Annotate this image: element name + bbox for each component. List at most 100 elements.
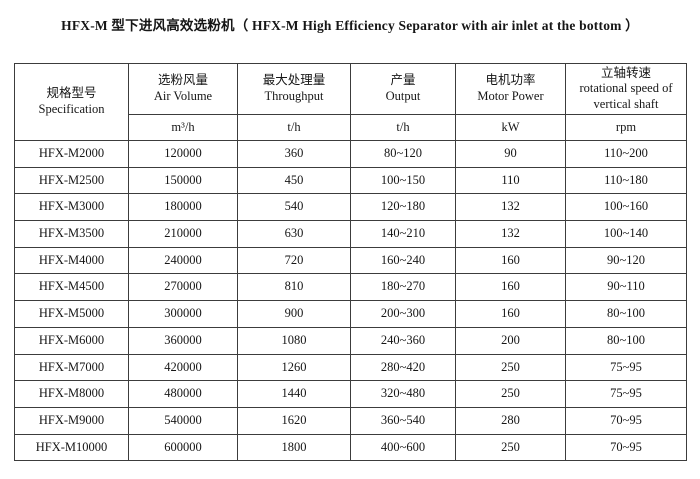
value-cell: 540: [237, 193, 351, 222]
value-cell: 120000: [128, 140, 238, 168]
specification-table: 规格型号 Specification 选粉风量 Air Volume 最大处理量…: [14, 63, 687, 462]
value-cell: 180000: [128, 193, 238, 222]
value-cell: 70~95: [565, 433, 687, 462]
value-cell: 250: [455, 433, 566, 462]
column-header-cn: 立轴转速: [600, 65, 651, 80]
model-cell: HFX-M3000: [14, 193, 129, 222]
table-row: HFX-M2500 150000 450 100~150 110 110~180: [14, 166, 687, 195]
value-cell: 250: [455, 353, 566, 382]
value-cell: 540000: [128, 406, 238, 435]
column-header-cn: 规格型号: [46, 86, 97, 101]
value-cell: 110~180: [565, 166, 687, 195]
model-cell: HFX-M7000: [14, 353, 129, 382]
column-header-cn: 电机功率: [485, 73, 536, 88]
value-cell: 280~420: [350, 353, 456, 382]
value-cell: 600000: [128, 433, 238, 462]
value-cell: 360~540: [350, 406, 456, 435]
model-cell: HFX-M10000: [14, 433, 129, 462]
value-cell: 100~150: [350, 166, 456, 195]
model-cell: HFX-M2000: [14, 140, 129, 168]
value-cell: 240~360: [350, 326, 456, 355]
column-header-en: rotational speed of vertical shaft: [579, 81, 673, 111]
value-cell: 900: [237, 300, 351, 328]
model-cell: HFX-M4500: [14, 273, 129, 302]
value-cell: 110: [455, 166, 566, 195]
column-header-rotational-speed: 立轴转速 rotational speed of vertical shaft: [565, 63, 687, 115]
value-cell: 140~210: [350, 220, 456, 248]
column-header-air-volume: 选粉风量 Air Volume: [128, 63, 238, 115]
spec-table-body: HFX-M2000 120000 360 80~120 90 110~200 HFX-M25…: [14, 140, 687, 462]
value-cell: 200: [455, 326, 566, 355]
value-cell: 1440: [237, 380, 351, 408]
table-row: HFX-M10000 600000 1800 400~600 250 70~95: [14, 433, 687, 462]
table-row: HFX-M2000 120000 360 80~120 90 110~200: [14, 140, 687, 168]
value-cell: 1260: [237, 353, 351, 382]
table-row: HFX-M4000 240000 720 160~240 160 90~120: [14, 246, 687, 275]
value-cell: 160: [455, 246, 566, 275]
value-cell: 240000: [128, 246, 238, 275]
value-cell: 360: [237, 140, 351, 168]
value-cell: 320~480: [350, 380, 456, 408]
table-row: HFX-M5000 300000 900 200~300 160 80~100: [14, 300, 687, 328]
column-header-en: Motor Power: [477, 89, 544, 103]
value-cell: 1620: [237, 406, 351, 435]
column-header-throughput: 最大处理量 Throughput: [237, 63, 351, 115]
value-cell: 210000: [128, 220, 238, 248]
value-cell: 160: [455, 300, 566, 328]
unit-cell-rotational-speed: rpm: [565, 114, 687, 141]
value-cell: 80~100: [565, 300, 687, 328]
value-cell: 120~180: [350, 193, 456, 222]
table-row: HFX-M6000 360000 1080 240~360 200 80~100: [14, 326, 687, 355]
value-cell: 70~95: [565, 406, 687, 435]
model-cell: HFX-M2500: [14, 166, 129, 195]
column-header-motor-power: 电机功率 Motor Power: [455, 63, 566, 115]
value-cell: 1080: [237, 326, 351, 355]
table-row: HFX-M7000 420000 1260 280~420 250 75~95: [14, 353, 687, 382]
table-header: 规格型号 Specification 选粉风量 Air Volume 最大处理量…: [14, 63, 687, 141]
value-cell: 110~200: [565, 140, 687, 168]
value-cell: 75~95: [565, 353, 687, 382]
table-row: HFX-M3500 210000 630 140~210 132 100~140: [14, 220, 687, 248]
value-cell: 280: [455, 406, 566, 435]
value-cell: 180~270: [350, 273, 456, 302]
table-row: HFX-M4500 270000 810 180~270 160 90~110: [14, 273, 687, 302]
value-cell: 132: [455, 193, 566, 222]
value-cell: 630: [237, 220, 351, 248]
value-cell: 300000: [128, 300, 238, 328]
value-cell: 1800: [237, 433, 351, 462]
value-cell: 80~100: [565, 326, 687, 355]
column-header-cn: 选粉风量: [157, 73, 208, 88]
unit-cell-output: t/h: [350, 114, 456, 141]
value-cell: 250: [455, 380, 566, 408]
value-cell: 450: [237, 166, 351, 195]
column-header-output: 产量 Output: [350, 63, 456, 115]
value-cell: 75~95: [565, 380, 687, 408]
model-cell: HFX-M3500: [14, 220, 129, 248]
unit-cell-motor-power: kW: [455, 114, 566, 141]
value-cell: 90~110: [565, 273, 687, 302]
value-cell: 720: [237, 246, 351, 275]
column-header-en: Specification: [38, 102, 105, 116]
value-cell: 80~120: [350, 140, 456, 168]
value-cell: 160~240: [350, 246, 456, 275]
value-cell: 200~300: [350, 300, 456, 328]
value-cell: 90: [455, 140, 566, 168]
column-header-en: Throughput: [264, 89, 324, 103]
model-cell: HFX-M8000: [14, 380, 129, 408]
value-cell: 360000: [128, 326, 238, 355]
unit-cell-throughput: t/h: [237, 114, 351, 141]
value-cell: 420000: [128, 353, 238, 382]
column-header-en: Air Volume: [153, 89, 213, 103]
value-cell: 270000: [128, 273, 238, 302]
value-cell: 150000: [128, 166, 238, 195]
column-header-specification: 规格型号 Specification: [14, 63, 129, 141]
value-cell: 100~140: [565, 220, 687, 248]
unit-cell-air-volume: m³/h: [128, 114, 238, 141]
value-cell: 132: [455, 220, 566, 248]
page-title: HFX-M 型下进风高效选粉机（ HFX-M High Efficiency S…: [61, 18, 639, 33]
value-cell: 400~600: [350, 433, 456, 462]
column-header-en: Output: [385, 89, 421, 103]
column-header-cn: 最大处理量: [262, 73, 326, 88]
model-cell: HFX-M5000: [14, 300, 129, 328]
